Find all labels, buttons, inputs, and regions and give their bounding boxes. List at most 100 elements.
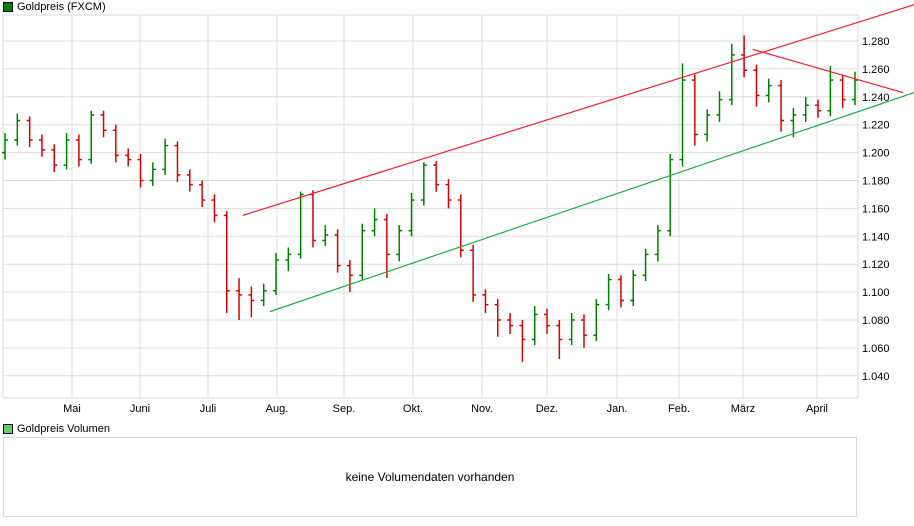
- y-tick-label: 1.200: [862, 148, 890, 160]
- ohlc-bar: [100, 110, 107, 138]
- ohlc-bar: [297, 191, 304, 259]
- ohlc-bar: [605, 273, 612, 311]
- y-tick-label: 1.100: [862, 287, 890, 299]
- ohlc-bar: [14, 113, 21, 146]
- ohlc-bar: [322, 225, 329, 247]
- ohlc-bar: [408, 193, 415, 237]
- ohlc-bar: [149, 162, 156, 187]
- ohlc-bar: [445, 179, 452, 209]
- volume-legend-swatch: [3, 424, 13, 434]
- ohlc-bar: [667, 153, 674, 237]
- ohlc-bar: [383, 213, 390, 279]
- y-tick-label: 1.080: [862, 315, 890, 327]
- ohlc-bar: [236, 278, 243, 320]
- ohlc-bar: [765, 78, 772, 103]
- y-tick-label: 1.180: [862, 176, 890, 188]
- ohlc-bar: [716, 91, 723, 122]
- ohlc-bar: [482, 289, 489, 314]
- x-tick-label: Sep.: [333, 403, 356, 415]
- ohlc-bar: [38, 134, 45, 157]
- x-tick-label: Nov.: [471, 403, 493, 415]
- price-legend: Goldpreis (FXCM): [3, 1, 106, 13]
- ohlc-bar: [790, 107, 797, 138]
- trendline: [752, 48, 904, 94]
- ohlc-bar: [741, 35, 748, 78]
- ohlc-bar: [223, 211, 230, 314]
- ohlc-bar: [753, 64, 760, 107]
- y-tick-label: 1.140: [862, 231, 890, 243]
- ohlc-bar: [112, 124, 119, 163]
- ohlc-bar: [580, 314, 587, 348]
- volume-empty-message: keine Volumendaten vorhanden: [345, 470, 515, 484]
- ohlc-bar: [285, 247, 292, 272]
- ohlc-bar: [248, 286, 255, 318]
- ohlc-bar: [433, 160, 440, 192]
- ohlc-bar: [26, 116, 33, 148]
- y-tick-label: 1.240: [862, 92, 890, 104]
- ohlc-bar: [359, 223, 366, 280]
- volume-legend-label: Goldpreis Volumen: [17, 423, 110, 435]
- ohlc-bar: [617, 275, 624, 308]
- ohlc-bar: [815, 99, 822, 118]
- price-chart: 1.040 1.060 1.080 1.100 1.120 1.140 1.160 1.180…: [2, 4, 914, 415]
- ohlc-bar: [642, 248, 649, 281]
- ohlc-bar: [568, 313, 575, 346]
- ohlc-bar: [174, 141, 181, 182]
- ohlc-bar: [186, 169, 193, 192]
- ohlc-bar: [704, 109, 711, 142]
- ohlc-bar: [75, 134, 82, 167]
- x-tick-label: Dez.: [536, 403, 559, 415]
- x-tick-label: März: [731, 403, 755, 415]
- ohlc-bar: [839, 74, 846, 108]
- x-tick-label: Aug.: [266, 403, 289, 415]
- y-tick-label: 1.280: [862, 36, 890, 48]
- ohlc-bar: [51, 144, 58, 173]
- ohlc-bar: [630, 269, 637, 307]
- ohlc-bar: [371, 208, 378, 237]
- volume-legend: Goldpreis Volumen: [3, 423, 110, 435]
- ohlc-bar: [507, 313, 514, 334]
- ohlc-bar: [802, 96, 809, 122]
- ohlc-bar: [2, 133, 8, 160]
- y-tick-label: 1.260: [862, 64, 890, 76]
- ohlc-bar: [531, 306, 538, 346]
- ohlc-bar: [420, 162, 427, 206]
- ohlc-bar: [654, 225, 661, 262]
- x-tick-label: Mai: [63, 403, 81, 415]
- ohlc-bar: [470, 244, 477, 302]
- volume-panel: keine Volumendaten vorhanden: [3, 437, 857, 517]
- ohlc-bar: [334, 229, 341, 273]
- ohlc-bar: [63, 133, 70, 170]
- ohlc-bar: [494, 299, 501, 337]
- ohlc-bar: [199, 180, 206, 208]
- ohlc-bar: [691, 74, 698, 146]
- price-legend-label: Goldpreis (FXCM): [17, 1, 106, 13]
- y-tick-label: 1.120: [862, 259, 890, 271]
- trendline: [242, 4, 914, 216]
- x-tick-label: Okt.: [403, 403, 423, 415]
- ohlc-bar: [346, 260, 353, 293]
- ohlc-bar: [556, 320, 563, 360]
- ohlc-bar: [260, 283, 267, 307]
- ohlc-bar: [137, 153, 144, 188]
- ohlc-bar: [778, 80, 785, 132]
- price-legend-swatch: [3, 2, 13, 12]
- x-tick-label: April: [806, 403, 828, 415]
- ohlc-bar: [593, 299, 600, 341]
- y-tick-label: 1.060: [862, 343, 890, 355]
- y-tick-label: 1.220: [862, 120, 890, 132]
- ohlc-bar: [273, 253, 280, 295]
- ohlc-bar: [728, 43, 735, 106]
- ohlc-bar: [679, 63, 686, 167]
- ohlc-bar: [827, 66, 834, 117]
- ohlc-bar: [125, 148, 132, 167]
- y-tick-label: 1.040: [862, 371, 890, 383]
- x-tick-label: Feb.: [668, 403, 690, 415]
- ohlc-bar: [396, 225, 403, 262]
- x-tick-label: Juni: [130, 403, 150, 415]
- ohlc-bar: [211, 194, 218, 223]
- y-tick-label: 1.160: [862, 203, 890, 215]
- plot-area: [2, 14, 859, 399]
- ohlc-bar: [519, 320, 526, 362]
- ohlc-bar: [88, 110, 95, 164]
